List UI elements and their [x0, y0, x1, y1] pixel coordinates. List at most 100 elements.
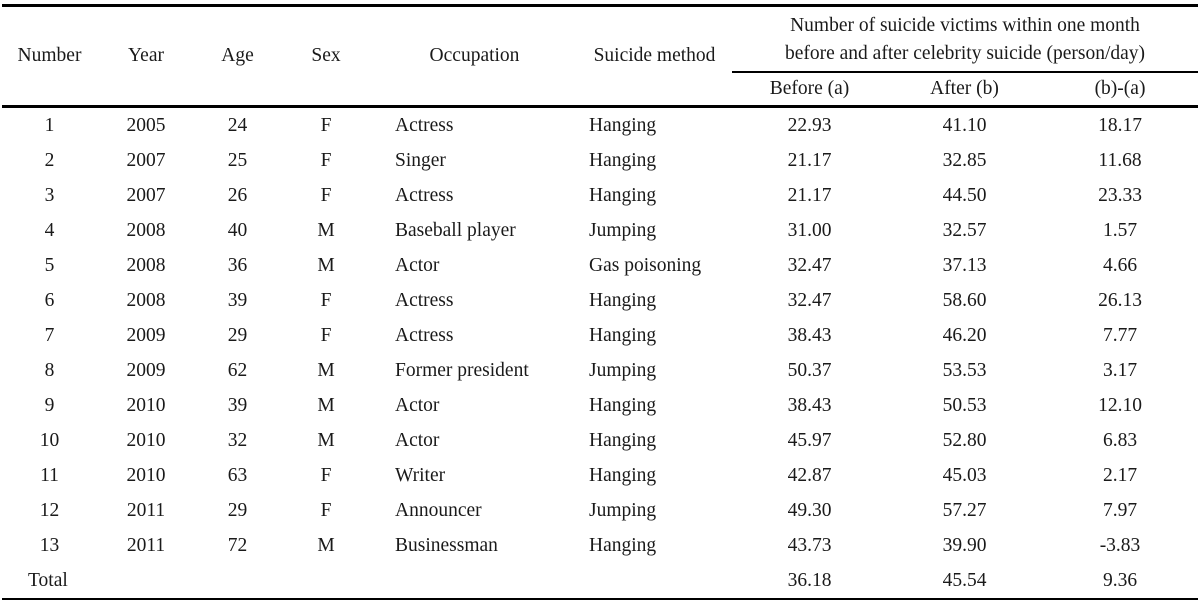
cell-occupation: Singer: [395, 149, 446, 171]
total-after-value: 45.54: [942, 569, 987, 591]
cell-diff-value: 4.66: [1102, 254, 1138, 276]
cell-sex: M: [317, 534, 335, 556]
cell-number: 10: [39, 429, 60, 451]
cell-before-value: 50.37: [787, 359, 832, 381]
cell-age: 29: [227, 324, 248, 346]
cell-after-value: 58.60: [942, 289, 987, 311]
cell-sex: M: [317, 254, 335, 276]
cell-age: 26: [227, 184, 248, 206]
cell-occupation: Former president: [395, 359, 529, 381]
header-row-main: Number Year Age Sex Occupation Suicide m…: [2, 5, 1198, 108]
col-header-age: Age: [195, 5, 280, 108]
cell-diff-value: 18.17: [1098, 114, 1142, 136]
table-row: 6 2008 39 F Actress Hanging 32.47 58.60 26.13: [2, 283, 1198, 318]
cell-year: 2011: [126, 534, 166, 556]
cell-sex: M: [317, 359, 335, 381]
col-header-sex: Sex: [280, 5, 372, 108]
cell-after-value: 44.50: [942, 184, 987, 206]
cell-sex: M: [317, 394, 335, 416]
table-row: 8 2009 62 M Former president Jumping 50.37 53.5…: [2, 353, 1198, 388]
cell-diff-value: 23.33: [1098, 184, 1142, 206]
cell-age: 63: [227, 464, 248, 486]
cell-suicide-method: Hanging: [589, 114, 657, 136]
cell-before-value: 21.17: [787, 184, 832, 206]
cell-suicide-method: Hanging: [589, 429, 657, 451]
cell-after-value: 37.13: [942, 254, 987, 276]
cell-occupation: Businessman: [395, 534, 498, 556]
cell-sex: F: [320, 464, 332, 486]
cell-diff-value: 2.17: [1102, 464, 1138, 486]
cell-number: 11: [40, 464, 59, 486]
cell-suicide-method: Gas poisoning: [589, 254, 702, 276]
table-row: 9 2010 39 M Actor Hanging 38.43 50.53 12.10: [2, 388, 1198, 423]
cell-age: 62: [227, 359, 248, 381]
cell-number: 13: [39, 534, 60, 556]
cell-age: 29: [227, 499, 248, 521]
cell-diff-value: 11.68: [1098, 149, 1142, 171]
cell-age: 24: [227, 114, 248, 136]
cell-sex: F: [320, 114, 332, 136]
cell-suicide-method: Hanging: [589, 324, 657, 346]
cell-after-value: 39.90: [942, 534, 987, 556]
cell-before-value: 38.43: [787, 324, 832, 346]
cell-number: 5: [44, 254, 55, 276]
cell-diff-value: 3.17: [1102, 359, 1138, 381]
table-row: 5 2008 36 M Actor Gas poisoning 32.47 37.13 4.66: [2, 248, 1198, 283]
col-header-after: After (b): [887, 72, 1042, 108]
cell-diff-value: 7.77: [1102, 324, 1138, 346]
cell-sex: F: [320, 499, 332, 521]
col-header-number: Number: [2, 5, 97, 108]
cell-suicide-method: Jumping: [589, 359, 657, 381]
cell-before-value: 31.00: [787, 219, 832, 241]
total-label: Total: [28, 569, 68, 591]
cell-year: 2011: [126, 499, 166, 521]
cell-suicide-method: Hanging: [589, 534, 657, 556]
cell-sex: F: [320, 289, 332, 311]
cell-before-value: 43.73: [787, 534, 832, 556]
header-row-sub: Before (a) After (b) (b)-(a): [2, 72, 1198, 108]
cell-before-value: 22.93: [787, 114, 832, 136]
cell-year: 2010: [126, 464, 166, 486]
cell-occupation: Actor: [395, 394, 440, 416]
col-group-header-victims: Number of suicide victims within one mon…: [732, 5, 1198, 73]
cell-number: 8: [44, 359, 55, 381]
cell-year: 2007: [126, 184, 166, 206]
cell-suicide-method: Hanging: [589, 394, 657, 416]
col-header-diff: (b)-(a): [1042, 72, 1198, 108]
table-row: 10 2010 32 M Actor Hanging 45.97 52.80 6.83: [2, 423, 1198, 458]
total-row: Total 36.18 45.54 9.36: [2, 563, 1198, 600]
cell-before-value: 38.43: [787, 394, 832, 416]
cell-occupation: Baseball player: [395, 219, 516, 241]
table-body: 1 2005 24 F Actress Hanging 22.93 41.10 18.17 2 20…: [2, 107, 1198, 564]
cell-sex: F: [320, 149, 332, 171]
col-header-year: Year: [97, 5, 195, 108]
cell-diff-value: 1.57: [1102, 219, 1138, 241]
cell-sex: M: [317, 219, 335, 241]
table-row: 3 2007 26 F Actress Hanging 21.17 44.50 23.33: [2, 178, 1198, 213]
table-row: 12 2011 29 F Announcer Jumping 49.30 57.27 7.97: [2, 493, 1198, 528]
cell-number: 4: [44, 219, 55, 241]
cell-after-value: 32.85: [942, 149, 987, 171]
cell-year: 2007: [126, 149, 166, 171]
group-header-line1: Number of suicide victims within one mon…: [790, 15, 1140, 36]
cell-year: 2005: [126, 114, 166, 136]
cell-suicide-method: Hanging: [589, 289, 657, 311]
cell-diff-value: 7.97: [1102, 499, 1138, 521]
total-before-value: 36.18: [787, 569, 832, 591]
cell-after-value: 41.10: [942, 114, 987, 136]
cell-occupation: Actor: [395, 429, 440, 451]
cell-before-value: 32.47: [787, 289, 832, 311]
cell-after-value: 45.03: [942, 464, 987, 486]
cell-after-value: 46.20: [942, 324, 987, 346]
cell-before-value: 32.47: [787, 254, 832, 276]
cell-occupation: Actress: [395, 184, 454, 206]
cell-suicide-method: Jumping: [589, 499, 657, 521]
cell-after-value: 32.57: [942, 219, 987, 241]
cell-before-value: 21.17: [787, 149, 832, 171]
cell-occupation: Writer: [395, 464, 446, 486]
cell-diff-value: -3.83: [1099, 534, 1141, 556]
cell-after-value: 52.80: [942, 429, 987, 451]
cell-occupation: Announcer: [395, 499, 482, 521]
cell-year: 2010: [126, 429, 166, 451]
cell-year: 2010: [126, 394, 166, 416]
